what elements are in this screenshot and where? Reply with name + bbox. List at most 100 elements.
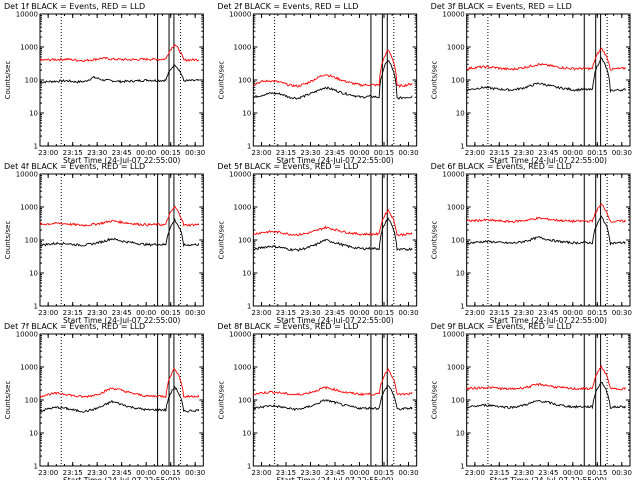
- x-tick-label: 23:30: [87, 149, 107, 157]
- x-tick-label: 00:30: [398, 149, 418, 157]
- x-tick-label: 23:15: [489, 469, 509, 477]
- y-axis-label: Counts/sec: [4, 381, 12, 420]
- y-axis-label: Counts/sec: [4, 221, 12, 260]
- chart-panel-1: Det 1f BLACK = Events, RED = LLD 1 10 100 10…: [4, 2, 205, 165]
- x-tick-label: 23:00: [251, 469, 271, 477]
- x-tick-label: 23:45: [538, 469, 558, 477]
- x-tick-label: 00:30: [612, 469, 632, 477]
- events-series-line: [39, 217, 199, 248]
- x-tick-label: 00:15: [161, 469, 181, 477]
- x-tick-label: 00:30: [185, 469, 205, 477]
- plot-frame: [466, 333, 631, 467]
- x-axis-label: Start Time (24-Jul-07 22:55:00): [490, 476, 607, 480]
- x-tick-label: 23:30: [87, 469, 107, 477]
- events-series-line: [39, 63, 199, 84]
- events-series-line: [253, 385, 413, 412]
- x-tick-label: 23:00: [465, 149, 485, 157]
- x-tick-label: 00:15: [374, 309, 394, 317]
- events-series-line: [253, 216, 413, 252]
- x-tick-label: 23:00: [465, 469, 485, 477]
- x-tick-label: 23:15: [489, 149, 509, 157]
- chart-panel-4: Det 4f BLACK = Events, RED = LLD 1 10 100 10…: [4, 162, 205, 325]
- x-tick-label: 23:45: [538, 309, 558, 317]
- lld-series-line: [253, 49, 413, 89]
- x-tick-label: 23:00: [38, 469, 58, 477]
- y-tick-label: 10: [29, 270, 38, 278]
- chart-panel-6: Det 6f BLACK = Events, RED = LLD 1 10 100 10…: [431, 162, 632, 325]
- x-tick-label: 23:45: [325, 309, 345, 317]
- plot-frame: [39, 333, 204, 467]
- y-tick-label: 1: [247, 463, 251, 471]
- x-tick-label: 00:30: [612, 309, 632, 317]
- y-tick-label: 1: [34, 303, 38, 311]
- y-axis-label: Counts/sec: [217, 221, 225, 260]
- x-tick-label: 00:30: [398, 309, 418, 317]
- chart-title: Det 8f BLACK = Events, RED = LLD: [217, 322, 358, 331]
- lld-series-line: [253, 367, 413, 397]
- plot-frame: [252, 173, 418, 307]
- chart-panel-2: Det 2f BLACK = Events, RED = LLD 1 10 100 10…: [217, 2, 418, 165]
- y-tick-label: 1: [460, 143, 464, 151]
- chart-panel-9: Det 9f BLACK = Events, RED = LLD 1 10 100 10…: [431, 322, 632, 480]
- x-axis-label: Start Time (24-Jul-07 22:55:00): [63, 316, 180, 325]
- x-tick-label: 23:15: [489, 309, 509, 317]
- y-axis-label: Counts/sec: [217, 381, 225, 420]
- x-tick-label: 23:30: [300, 469, 320, 477]
- y-tick-label: 10000: [442, 171, 464, 179]
- chart-title: Det 5f BLACK = Events, RED = LLD: [217, 162, 358, 171]
- events-series-line: [39, 385, 199, 413]
- lld-series-line: [39, 368, 199, 399]
- x-tick-label: 23:30: [87, 309, 107, 317]
- lld-series-line: [466, 364, 626, 391]
- x-axis-label: Start Time (24-Jul-07 22:55:00): [276, 156, 393, 165]
- x-tick-label: 23:30: [514, 309, 534, 317]
- y-axis-label: Counts/sec: [217, 61, 225, 100]
- x-axis-label: Start Time (24-Jul-07 22:55:00): [276, 476, 393, 480]
- y-tick-label: 1: [34, 463, 38, 471]
- y-tick-label: 10: [242, 270, 251, 278]
- lld-series-line: [466, 203, 626, 224]
- x-tick-label: 00:00: [136, 149, 156, 157]
- chart-panel-7: Det 7f BLACK = Events, RED = LLD 1 10 100 10…: [4, 322, 205, 480]
- x-tick-label: 23:45: [112, 149, 132, 157]
- y-tick-label: 100: [238, 237, 251, 245]
- x-tick-label: 23:45: [325, 469, 345, 477]
- x-tick-label: 00:00: [349, 309, 369, 317]
- x-tick-label: 23:00: [251, 149, 271, 157]
- y-tick-label: 10: [456, 430, 465, 438]
- x-axis-label: Start Time (24-Jul-07 22:55:00): [490, 156, 607, 165]
- y-tick-label: 10000: [442, 11, 464, 19]
- y-tick-label: 1000: [20, 204, 38, 212]
- x-tick-label: 23:15: [276, 309, 296, 317]
- y-tick-label: 100: [25, 397, 38, 405]
- x-tick-label: 00:15: [587, 149, 607, 157]
- events-series-line: [253, 59, 413, 100]
- x-tick-label: 00:00: [563, 469, 583, 477]
- y-tick-label: 10: [242, 110, 251, 118]
- events-series-line: [466, 215, 626, 246]
- y-tick-label: 100: [25, 77, 38, 85]
- lld-series-line: [466, 47, 626, 71]
- x-tick-label: 23:00: [465, 309, 485, 317]
- y-tick-label: 100: [238, 397, 251, 405]
- y-tick-label: 1: [460, 463, 464, 471]
- y-tick-label: 100: [451, 77, 464, 85]
- x-axis-label: Start Time (24-Jul-07 22:55:00): [276, 316, 393, 325]
- y-tick-label: 1000: [447, 44, 465, 52]
- y-tick-label: 10: [29, 430, 38, 438]
- x-tick-label: 23:15: [276, 469, 296, 477]
- plot-frame: [39, 173, 204, 307]
- lld-series-line: [39, 44, 199, 62]
- x-tick-label: 00:30: [398, 469, 418, 477]
- x-axis-label: Start Time (24-Jul-07 22:55:00): [490, 316, 607, 325]
- y-tick-label: 10000: [16, 171, 38, 179]
- chart-panel-3: Det 3f BLACK = Events, RED = LLD 1 10 100 10…: [431, 2, 632, 165]
- x-tick-label: 23:30: [514, 469, 534, 477]
- y-tick-label: 1000: [20, 364, 38, 372]
- y-tick-label: 10: [456, 270, 465, 278]
- chart-title: Det 1f BLACK = Events, RED = LLD: [4, 2, 145, 11]
- x-tick-label: 23:45: [325, 149, 345, 157]
- y-tick-label: 10: [456, 110, 465, 118]
- y-tick-label: 100: [238, 77, 251, 85]
